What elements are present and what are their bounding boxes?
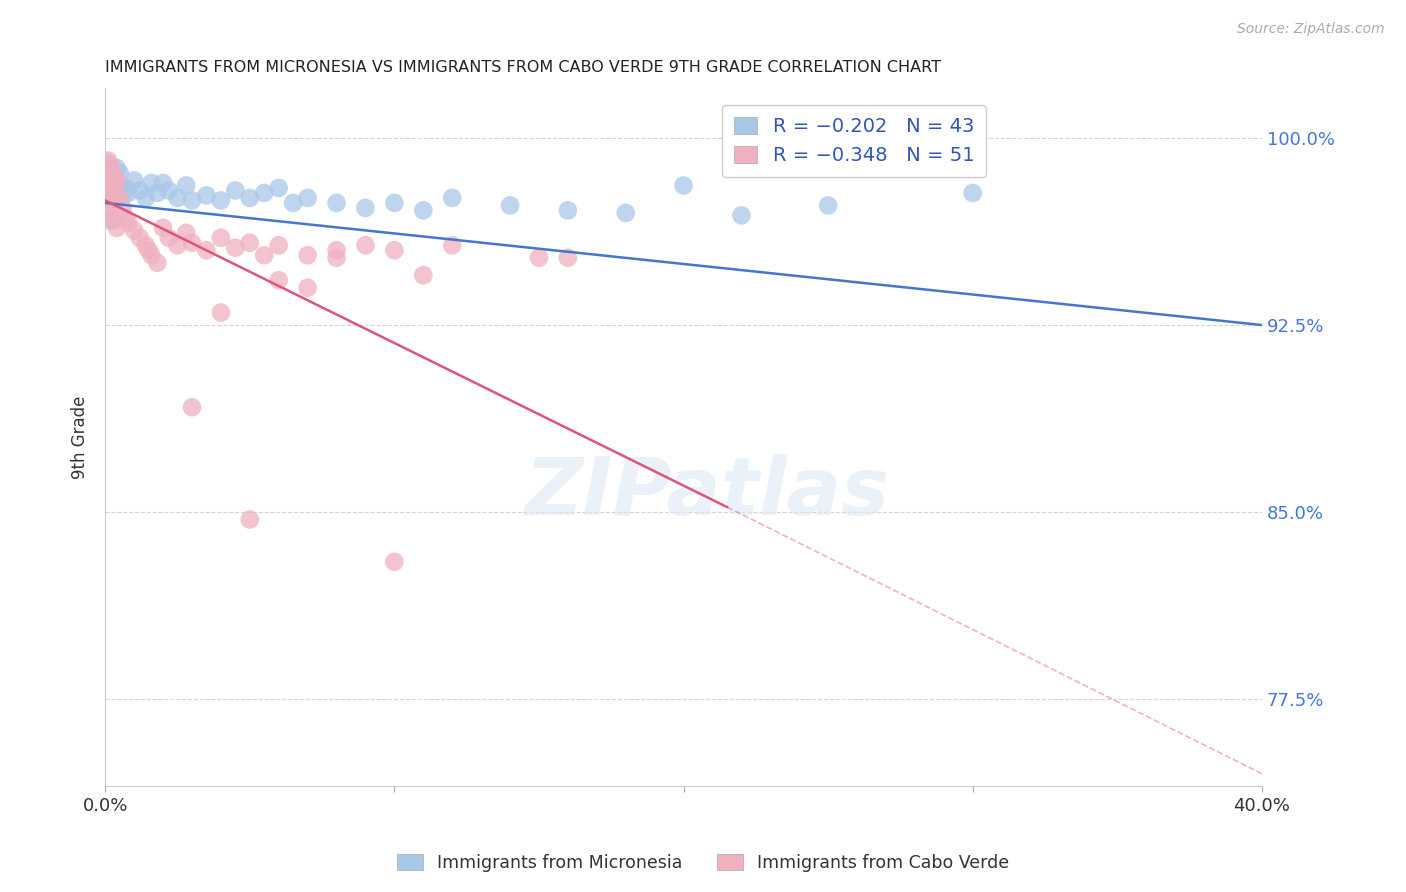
Point <box>614 206 637 220</box>
Point <box>108 191 131 205</box>
Point <box>354 201 377 215</box>
Text: IMMIGRANTS FROM MICRONESIA VS IMMIGRANTS FROM CABO VERDE 9TH GRADE CORRELATION C: IMMIGRANTS FROM MICRONESIA VS IMMIGRANTS… <box>105 60 941 75</box>
Point <box>105 173 128 187</box>
Point <box>122 223 145 237</box>
Point <box>354 238 377 252</box>
Point <box>97 156 120 170</box>
Point <box>166 191 188 205</box>
Point <box>103 184 125 198</box>
Point <box>325 195 347 210</box>
Point <box>224 241 246 255</box>
Point <box>297 248 319 262</box>
Point <box>157 231 180 245</box>
Point <box>122 173 145 187</box>
Point <box>114 181 136 195</box>
Point <box>224 184 246 198</box>
Point <box>672 178 695 193</box>
Point <box>100 169 122 183</box>
Point <box>100 181 122 195</box>
Point <box>108 178 131 193</box>
Point <box>181 401 204 415</box>
Point <box>117 216 139 230</box>
Point <box>135 191 157 205</box>
Point <box>100 171 122 186</box>
Point <box>441 191 464 205</box>
Point <box>174 178 197 193</box>
Point <box>152 220 174 235</box>
Point <box>103 173 125 187</box>
Point <box>111 201 134 215</box>
Point <box>146 256 169 270</box>
Point <box>253 186 276 200</box>
Point <box>239 235 262 250</box>
Y-axis label: 9th Grade: 9th Grade <box>72 395 89 479</box>
Point <box>114 211 136 225</box>
Point <box>138 244 160 258</box>
Point <box>100 206 122 220</box>
Point <box>239 191 262 205</box>
Legend: Immigrants from Micronesia, Immigrants from Cabo Verde: Immigrants from Micronesia, Immigrants f… <box>389 847 1017 879</box>
Point <box>97 163 120 178</box>
Point <box>97 184 120 198</box>
Point <box>441 238 464 252</box>
Point <box>181 235 204 250</box>
Point <box>166 238 188 252</box>
Legend: R = −0.202   N = 43, R = −0.348   N = 51: R = −0.202 N = 43, R = −0.348 N = 51 <box>723 105 986 177</box>
Point <box>384 555 406 569</box>
Point <box>105 161 128 175</box>
Point <box>267 181 290 195</box>
Point <box>103 186 125 200</box>
Point <box>557 203 579 218</box>
Point <box>141 248 163 262</box>
Point <box>527 251 550 265</box>
Point <box>195 244 218 258</box>
Point <box>297 191 319 205</box>
Point <box>412 268 434 283</box>
Point <box>111 188 134 202</box>
Point <box>267 238 290 252</box>
Point <box>100 198 122 212</box>
Point <box>209 231 232 245</box>
Point <box>817 198 839 212</box>
Point <box>129 184 152 198</box>
Point <box>174 226 197 240</box>
Point <box>97 153 120 168</box>
Point <box>239 512 262 526</box>
Point <box>267 273 290 287</box>
Point <box>209 305 232 319</box>
Point <box>730 208 752 222</box>
Point <box>105 194 128 208</box>
Point <box>105 220 128 235</box>
Point <box>181 194 204 208</box>
Point <box>209 194 232 208</box>
Point <box>103 213 125 227</box>
Point <box>135 238 157 252</box>
Point <box>141 176 163 190</box>
Point <box>97 191 120 205</box>
Point <box>412 203 434 218</box>
Point <box>384 195 406 210</box>
Point <box>100 213 122 227</box>
Point <box>108 166 131 180</box>
Point <box>325 251 347 265</box>
Text: ZIPatlas: ZIPatlas <box>524 454 889 532</box>
Point <box>253 248 276 262</box>
Point <box>146 186 169 200</box>
Point <box>283 195 305 210</box>
Point <box>100 159 122 173</box>
Point <box>962 186 984 200</box>
Point <box>152 176 174 190</box>
Point <box>499 198 522 212</box>
Point <box>117 186 139 200</box>
Point <box>157 184 180 198</box>
Point <box>557 251 579 265</box>
Point <box>384 244 406 258</box>
Point <box>103 169 125 183</box>
Point <box>195 188 218 202</box>
Point <box>325 244 347 258</box>
Point <box>297 280 319 294</box>
Point <box>129 231 152 245</box>
Text: Source: ZipAtlas.com: Source: ZipAtlas.com <box>1237 22 1385 37</box>
